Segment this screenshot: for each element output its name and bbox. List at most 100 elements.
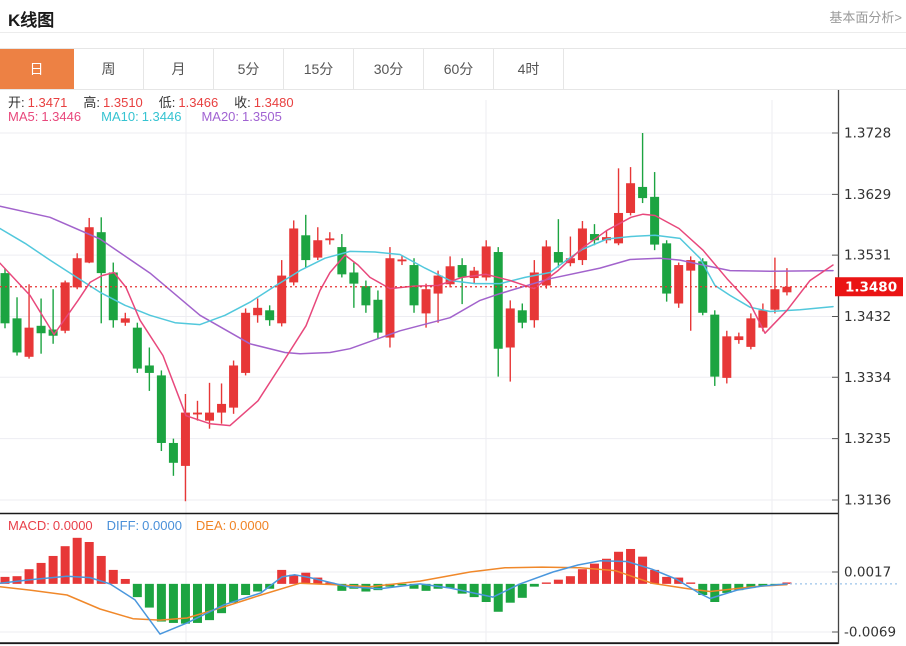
candle-body [120, 318, 130, 323]
candle-body [589, 234, 599, 241]
candle-body [313, 240, 323, 258]
candle-body [0, 273, 10, 324]
macd-bar [144, 583, 154, 608]
candle-body [469, 270, 479, 279]
price-tick-label: 1.3334 [844, 370, 891, 386]
tab-5分[interactable]: 5分 [214, 49, 284, 89]
macd-bar [662, 576, 672, 584]
ohlc-info-row: 开: 1.3471 高: 1.3510 低: 1.3466 收: 1.3480 [8, 92, 294, 111]
ohlc-开: 开: 1.3471 [8, 95, 68, 110]
macd-bar [0, 576, 10, 584]
panel-frame [0, 88, 840, 645]
tab-15分[interactable]: 15分 [284, 49, 354, 89]
diff-line [0, 560, 788, 635]
candle-body [421, 289, 431, 314]
macd-bar [421, 583, 431, 591]
macd-axis-labels: 0.0017 -0.0069 [832, 565, 896, 641]
candle-body [241, 312, 251, 373]
candle-body [349, 272, 359, 284]
macd-bar [373, 583, 383, 591]
macd-bar [313, 577, 323, 584]
candle-body [650, 196, 660, 245]
tab-日[interactable]: 日 [0, 49, 74, 89]
macd-bar [24, 569, 34, 584]
candle-body [205, 412, 215, 421]
macd-bar [36, 562, 46, 584]
macd-bar [758, 583, 768, 586]
candle-body [710, 314, 720, 377]
macd-bar [638, 556, 648, 584]
macd-bar [650, 569, 660, 584]
candle-body [36, 325, 46, 334]
candle-body [553, 252, 563, 263]
candle-body [132, 327, 142, 369]
fundamental-analysis-link[interactable]: 基本面分析> [829, 10, 902, 25]
macd-bar [457, 583, 467, 594]
candle-body [746, 318, 756, 347]
macd-bar [60, 546, 70, 584]
candle-body [433, 275, 443, 294]
ohlc-高: 高: 1.3510 [83, 95, 143, 110]
candle-body [517, 310, 527, 323]
candle-body [60, 282, 70, 331]
macd-histogram [0, 537, 792, 624]
macd-tick-label: -0.0069 [844, 625, 896, 641]
macd-bar [505, 583, 515, 603]
macd-bar [710, 583, 720, 602]
candle-body [686, 260, 696, 271]
macd-bar [337, 583, 347, 591]
macd-DIFF: DIFF: 0.0000 [106, 518, 182, 533]
tab-60分[interactable]: 60分 [424, 49, 494, 89]
macd-bar [409, 583, 419, 589]
macd-bar [325, 582, 335, 584]
ma10-line [0, 227, 834, 326]
macd-bar [12, 576, 22, 584]
candle-body [782, 286, 792, 293]
ma-MA10: MA10: 1.3446 [101, 109, 182, 124]
price-tick-label: 1.3235 [844, 431, 891, 447]
macd-bar [253, 583, 263, 592]
macd-bar [602, 558, 611, 584]
macd-bar [156, 583, 166, 622]
macd-bar [529, 583, 539, 587]
candle-body [481, 246, 491, 278]
macd-bar [445, 583, 455, 589]
macd-tick-label: 0.0017 [844, 565, 891, 581]
candle-body [698, 261, 708, 313]
candle-body [24, 327, 34, 357]
macd-bar [686, 582, 696, 584]
price-tick-label: 1.3136 [844, 493, 891, 509]
ma-info-row: MA5: 1.3446 MA10: 1.3446 MA20: 1.3505 [8, 109, 282, 124]
candle-body [84, 227, 94, 263]
candle-body [301, 235, 311, 261]
tab-30分[interactable]: 30分 [354, 49, 424, 89]
tab-4时[interactable]: 4时 [494, 49, 564, 89]
macd-bar [289, 574, 299, 584]
macd-DEA: DEA: 0.0000 [195, 518, 270, 533]
macd-bar [614, 551, 624, 584]
tab-月[interactable]: 月 [144, 49, 214, 89]
macd-bar [577, 569, 587, 584]
current-price-badge: 1.3480 [835, 277, 903, 297]
candle-body [325, 238, 335, 241]
candle-body [229, 365, 239, 408]
current-price-badge-label: 1.3480 [845, 280, 897, 296]
candle-body [12, 318, 22, 353]
ohlc-低: 低: 1.3466 [158, 95, 219, 110]
y-axis-labels: 1.3728 1.3629 1.3531 1.3432 1.3334 1.3235 1.31… [832, 126, 891, 509]
candle-body [108, 272, 118, 321]
candle-body [180, 412, 190, 466]
macd-bar [481, 583, 491, 602]
tab-周[interactable]: 周 [74, 49, 144, 89]
candle-body [577, 228, 587, 261]
macd-bar [698, 583, 708, 596]
macd-bar [48, 555, 58, 584]
price-tick-label: 1.3728 [844, 126, 891, 142]
candle-body [565, 258, 575, 264]
macd-bar [192, 583, 202, 623]
macd-bar [84, 542, 94, 584]
candles-layer [0, 133, 792, 502]
macd-bar [493, 583, 503, 612]
candle-body [289, 228, 299, 283]
